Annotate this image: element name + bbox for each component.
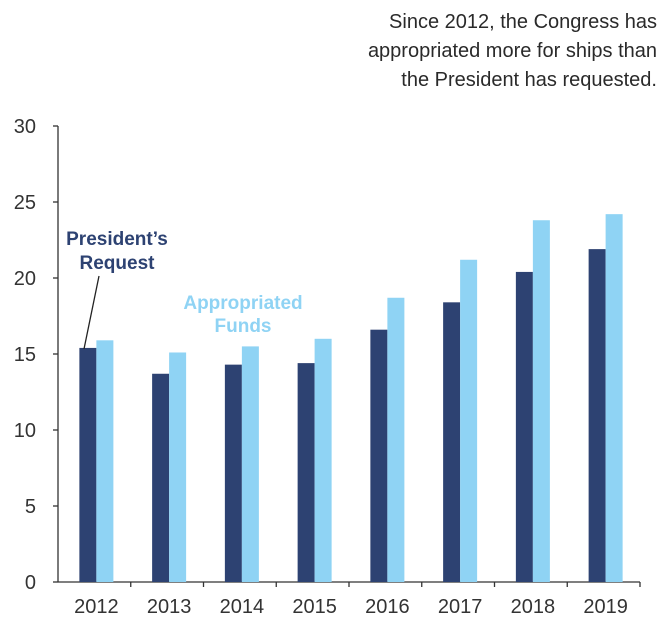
- bar-presidents-request: [370, 329, 388, 582]
- y-tick-label: 15: [14, 344, 36, 366]
- bar-appropriated-funds: [96, 340, 114, 582]
- bar-appropriated-funds: [241, 346, 259, 582]
- bar-appropriated-funds: [387, 297, 405, 582]
- y-axis: 0 5 10 15 20 25 30: [14, 116, 59, 594]
- chart-annotation: Since 2012, the Congress has appropriate…: [368, 11, 657, 91]
- bar-presidents-request: [297, 363, 315, 582]
- legend-president-line-1: President’s: [66, 229, 168, 250]
- legend-appropriated: Appropriated Funds: [183, 293, 302, 337]
- bar-presidents-request: [588, 249, 606, 582]
- x-tick-label: 2016: [365, 596, 410, 618]
- bar-presidents-request: [443, 302, 461, 582]
- annotation-line-3: the President has requested.: [401, 69, 657, 91]
- bar-presidents-request: [515, 271, 533, 582]
- x-tick-label: 2015: [292, 596, 337, 618]
- x-tick-label: 2013: [147, 596, 192, 618]
- x-tick-label: 2012: [74, 596, 119, 618]
- bar-appropriated-funds: [169, 352, 187, 582]
- annotation-line-2: appropriated more for ships than: [368, 40, 657, 62]
- legend-president-leader-line: [83, 275, 100, 350]
- legend-appropriated-line-1: Appropriated: [183, 293, 302, 314]
- bar-appropriated-funds: [605, 214, 623, 582]
- legend-appropriated-line-2: Funds: [215, 316, 272, 337]
- bar-presidents-request: [152, 373, 170, 582]
- bar-presidents-request: [224, 364, 242, 582]
- y-tick-label: 5: [25, 496, 36, 518]
- y-tick-label: 10: [14, 420, 36, 442]
- y-tick-label: 0: [25, 572, 36, 594]
- x-tick-label: 2014: [220, 596, 265, 618]
- legend-president: President’s Request: [66, 229, 168, 350]
- x-axis: 2012 2013 2014 2015 2016 2017 2018 2019: [58, 581, 641, 618]
- y-tick-label: 20: [14, 268, 36, 290]
- bar-appropriated-funds: [532, 220, 550, 583]
- bar-appropriated-funds: [460, 259, 478, 582]
- bar-appropriated-funds: [314, 338, 332, 582]
- bar-presidents-request: [79, 347, 97, 582]
- bars: [79, 214, 623, 583]
- y-tick-label: 25: [14, 192, 36, 214]
- y-tick-label: 30: [14, 116, 36, 138]
- annotation-line-1: Since 2012, the Congress has: [389, 11, 657, 33]
- x-tick-label: 2017: [438, 596, 483, 618]
- legend-president-line-2: Request: [80, 253, 156, 274]
- x-tick-label: 2019: [583, 596, 628, 618]
- x-tick-label: 2018: [511, 596, 556, 618]
